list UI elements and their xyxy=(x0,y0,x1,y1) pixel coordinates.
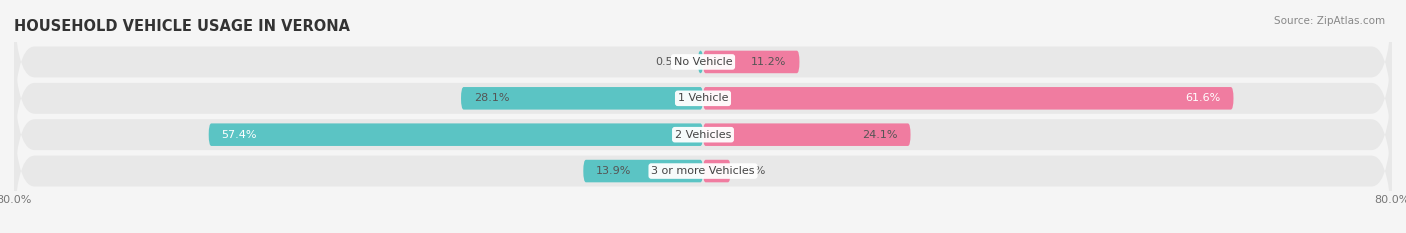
Text: 0.58%: 0.58% xyxy=(655,57,692,67)
Text: Source: ZipAtlas.com: Source: ZipAtlas.com xyxy=(1274,16,1385,26)
FancyBboxPatch shape xyxy=(14,0,1392,134)
FancyBboxPatch shape xyxy=(703,87,1233,110)
Text: 11.2%: 11.2% xyxy=(751,57,786,67)
Text: 1 Vehicle: 1 Vehicle xyxy=(678,93,728,103)
FancyBboxPatch shape xyxy=(703,123,911,146)
FancyBboxPatch shape xyxy=(14,99,1392,233)
Text: 28.1%: 28.1% xyxy=(474,93,509,103)
Text: 61.6%: 61.6% xyxy=(1185,93,1220,103)
FancyBboxPatch shape xyxy=(461,87,703,110)
FancyBboxPatch shape xyxy=(14,27,1392,170)
Text: 24.1%: 24.1% xyxy=(862,130,897,140)
Text: 3 or more Vehicles: 3 or more Vehicles xyxy=(651,166,755,176)
Text: HOUSEHOLD VEHICLE USAGE IN VERONA: HOUSEHOLD VEHICLE USAGE IN VERONA xyxy=(14,19,350,34)
Text: 3.2%: 3.2% xyxy=(738,166,766,176)
FancyBboxPatch shape xyxy=(14,63,1392,206)
Text: 2 Vehicles: 2 Vehicles xyxy=(675,130,731,140)
FancyBboxPatch shape xyxy=(703,51,800,73)
FancyBboxPatch shape xyxy=(583,160,703,182)
FancyBboxPatch shape xyxy=(697,51,703,73)
Text: No Vehicle: No Vehicle xyxy=(673,57,733,67)
FancyBboxPatch shape xyxy=(208,123,703,146)
Text: 57.4%: 57.4% xyxy=(222,130,257,140)
FancyBboxPatch shape xyxy=(703,160,731,182)
Text: 13.9%: 13.9% xyxy=(596,166,631,176)
